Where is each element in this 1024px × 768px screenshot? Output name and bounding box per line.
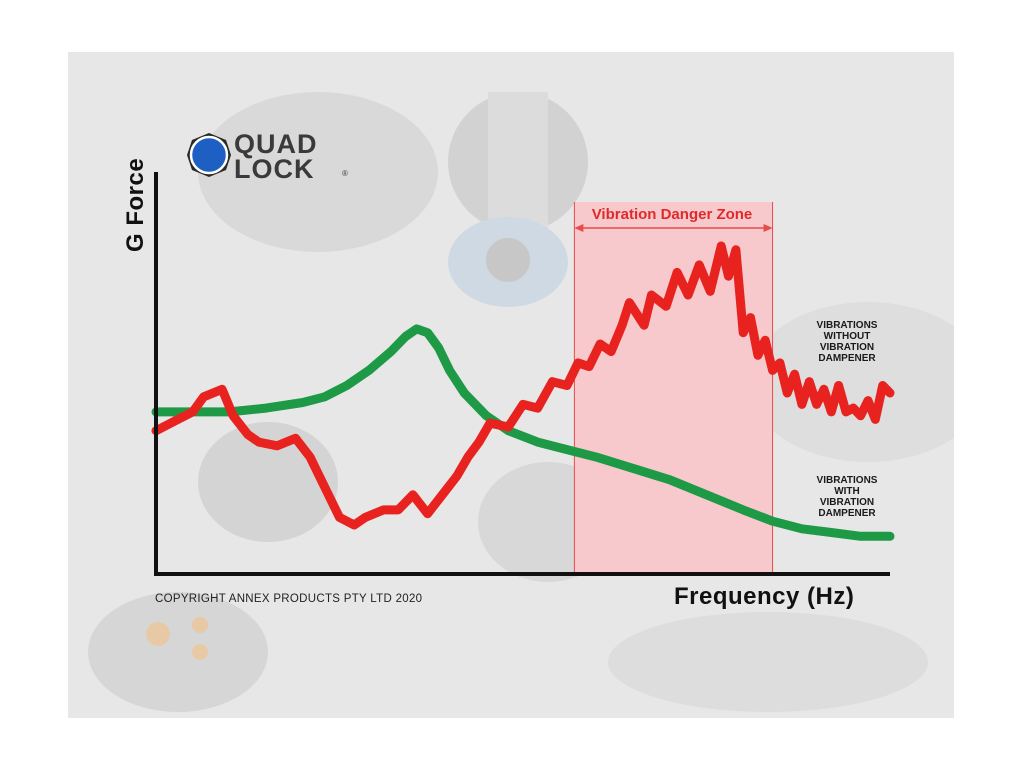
x-axis-label: Frequency (Hz) bbox=[674, 583, 855, 610]
series-label-line: VIBRATION bbox=[819, 497, 875, 508]
series-label-without-dampener: VIBRATIONS WITHOUT VIBRATION DAMPENER bbox=[802, 320, 892, 364]
logo-line-2: LOCK bbox=[234, 154, 315, 184]
danger-zone-arrowhead-left bbox=[574, 224, 584, 232]
bg-shape bbox=[88, 592, 268, 712]
bg-shape bbox=[192, 617, 208, 633]
series-layer bbox=[151, 241, 895, 541]
series-label-line: DAMPENER bbox=[818, 508, 876, 519]
series-label-line: DAMPENER bbox=[818, 353, 876, 364]
series-label-with-dampener: VIBRATIONS WITH VIBRATION DAMPENER bbox=[802, 475, 892, 519]
bg-shape bbox=[748, 302, 954, 462]
series-label-line: VIBRATIONS bbox=[816, 475, 878, 486]
vibration-chart bbox=[151, 172, 895, 576]
bg-shape bbox=[198, 92, 438, 252]
logo-line-1: QUAD bbox=[234, 129, 318, 159]
copyright-notice: COPYRIGHT ANNEX PRODUCTS PTY LTD 2020 bbox=[155, 593, 423, 605]
logo-circle-icon bbox=[187, 133, 231, 177]
logo-wordmark: QUAD LOCK bbox=[234, 129, 318, 184]
background-photo bbox=[88, 92, 954, 712]
logo-registered-mark: ® bbox=[342, 169, 348, 178]
danger-zone-region bbox=[574, 202, 773, 574]
chart-panel: QUAD LOCK ® G Force Frequency (Hz) COPYR… bbox=[68, 52, 954, 718]
quad-lock-logo: QUAD LOCK ® bbox=[186, 129, 356, 192]
y-axis-label: G Force bbox=[122, 157, 149, 252]
series-line-without-dampener bbox=[151, 241, 895, 530]
series-label-line: WITH bbox=[834, 486, 860, 497]
series-label-line: WITHOUT bbox=[823, 331, 871, 342]
bg-shape bbox=[608, 612, 928, 712]
series-label-line: VIBRATIONS bbox=[816, 320, 878, 331]
bg-shape bbox=[488, 92, 548, 242]
series-line-with-dampener bbox=[151, 324, 895, 541]
danger-zone-arrowhead-right bbox=[763, 224, 773, 232]
bg-shape bbox=[146, 622, 170, 646]
bg-shape bbox=[192, 644, 208, 660]
bg-shape bbox=[486, 238, 530, 282]
series-label-line: VIBRATION bbox=[819, 342, 875, 353]
danger-zone-label: Vibration Danger Zone bbox=[591, 206, 753, 223]
